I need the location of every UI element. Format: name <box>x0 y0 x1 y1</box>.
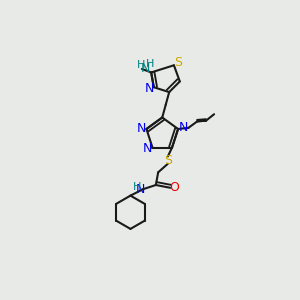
Text: S: S <box>164 154 172 167</box>
Text: H: H <box>146 59 154 69</box>
Text: N: N <box>178 121 188 134</box>
Text: N: N <box>141 62 150 75</box>
Text: S: S <box>174 56 182 70</box>
Text: N: N <box>145 82 154 95</box>
Text: N: N <box>136 183 145 196</box>
Text: H: H <box>133 182 141 192</box>
Text: H: H <box>137 60 146 70</box>
Text: N: N <box>143 142 152 155</box>
Text: O: O <box>169 181 179 194</box>
Text: N: N <box>137 122 146 136</box>
